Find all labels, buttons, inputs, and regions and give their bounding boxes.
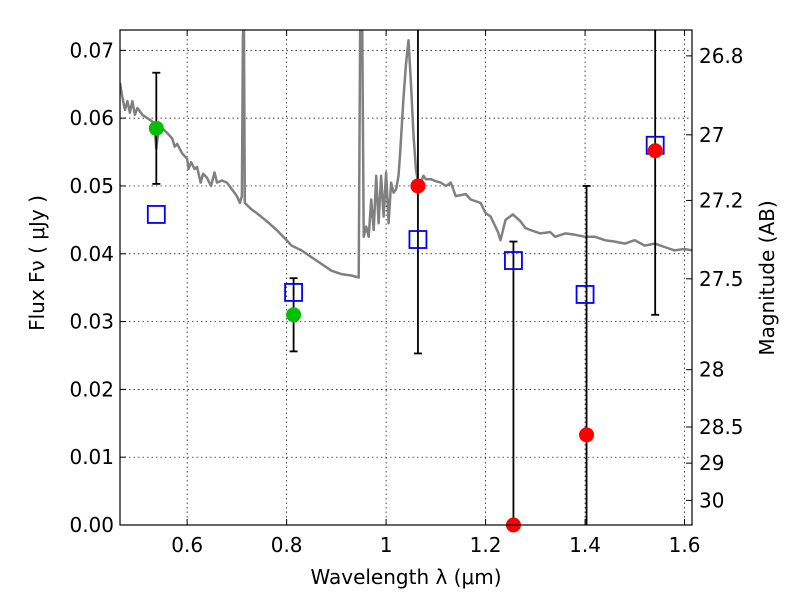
model-photometry-square: [504, 251, 523, 270]
x-tick-label: 0.6: [171, 533, 203, 557]
mag-tick-label: 27: [699, 123, 724, 147]
mag-tick-label: 28: [699, 358, 724, 382]
y-tick-label: 0.06: [69, 106, 114, 130]
y-tick-label: 0.03: [69, 310, 114, 334]
x-tick-label: 1.6: [669, 533, 701, 557]
x-tick-label: 1.4: [569, 533, 601, 557]
y-tick-label: 0.00: [69, 513, 114, 537]
mag-tick-label: 29: [699, 451, 724, 475]
model-photometry-square: [575, 285, 595, 304]
mag-tick-label: 26.8: [699, 44, 744, 68]
mag-tick-label: 27.2: [699, 188, 744, 212]
model-photometry-square: [146, 205, 166, 224]
x-axis-label: Wavelength λ (μm): [310, 565, 501, 589]
plot-area: [120, 30, 692, 279]
mag-tick-label: 30: [699, 488, 724, 512]
detection-point: [286, 307, 302, 323]
low-sn-point: [647, 143, 663, 159]
markers: [146, 120, 665, 533]
detection-point: [148, 120, 164, 136]
x-tick-label: 1.2: [470, 533, 502, 557]
low-sn-point: [410, 178, 426, 194]
spectrum-line: [120, 30, 692, 279]
axis-ticks: 0.6 0.8 1 1.2 1.4 1.6 0.00 0.01 0.02 0.03 0.04 0.05…: [69, 30, 744, 557]
y-tick-label: 0.01: [69, 445, 114, 469]
x-tick-label: 0.8: [271, 533, 303, 557]
y-tick-label: 0.07: [69, 38, 114, 62]
grid-lines: [120, 30, 692, 525]
y-axis-label: Flux Fν ( μJy ): [25, 195, 49, 331]
plot-frame: [119, 29, 693, 526]
y-axis-right-label: Magnitude (AB): [755, 200, 779, 355]
low-sn-point: [579, 427, 595, 443]
model-photometry-square: [284, 283, 303, 302]
x-tick-label: 1: [380, 533, 393, 557]
mag-tick-label: 28.5: [699, 415, 744, 439]
y-tick-label: 0.04: [69, 242, 114, 266]
y-tick-label: 0.05: [69, 174, 114, 198]
model-photometry-square: [408, 230, 428, 249]
y-tick-label: 0.02: [69, 377, 114, 401]
mag-tick-label: 27.5: [699, 267, 744, 291]
